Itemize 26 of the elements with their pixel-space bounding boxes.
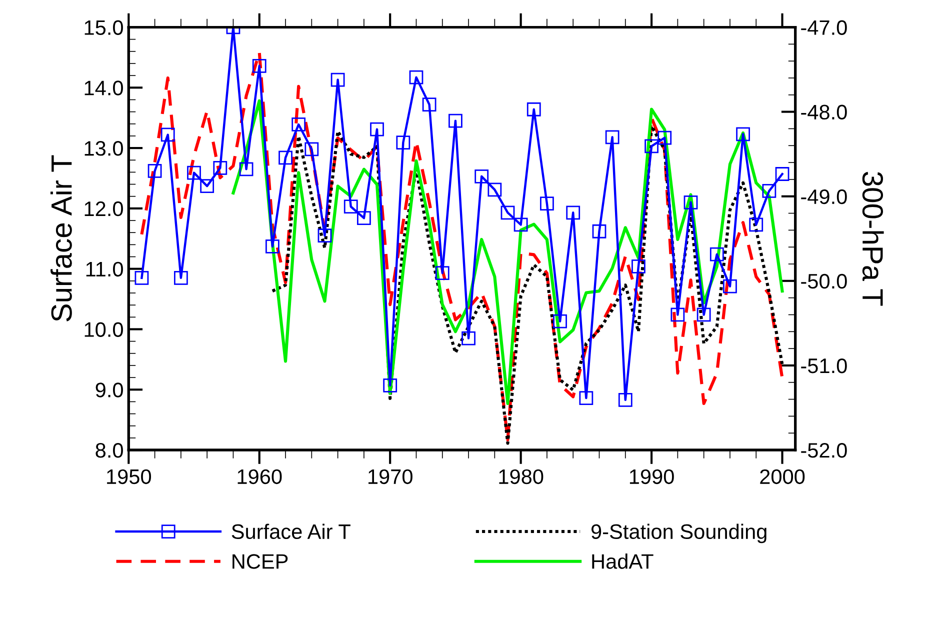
y-tick-label: 14.0 (84, 80, 123, 96)
y2-tick-label: -51.0 (801, 358, 847, 374)
legend-label: 9-Station Sounding (591, 524, 766, 544)
y2-tick-label: -52.0 (801, 443, 847, 458)
y-axis-title: Surface Air T (50, 155, 72, 322)
legend-label: HadAT (592, 554, 654, 569)
y-tick-label: 9.0 (96, 382, 123, 398)
y2-tick-label: -49.0 (801, 189, 847, 204)
y-tick-label: 13.0 (84, 141, 123, 156)
y2-tick-label: -50.0 (801, 274, 847, 289)
y-tick-label: 12.0 (84, 201, 123, 216)
legend-label: NCEP (232, 554, 288, 569)
y-tick-label: 10.0 (84, 322, 123, 337)
x-tick-label: 1960 (238, 469, 282, 484)
y-tick-label: 8.0 (96, 443, 123, 458)
y-tick-label: 15.0 (84, 20, 123, 35)
y2-tick-label: -48.0 (801, 104, 847, 120)
y-tick-label: 11.0 (86, 262, 123, 277)
legend-label: Surface Air T (232, 524, 350, 540)
y2-tick-label: -47.0 (801, 20, 847, 35)
x-tick-label: 1970 (368, 469, 412, 484)
x-tick-label: 1950 (107, 469, 152, 484)
x-tick-label: 2000 (760, 469, 805, 484)
x-tick-label: 1990 (630, 469, 674, 484)
y2-axis-title: 300-hPa T (862, 172, 884, 306)
x-tick-label: 1980 (499, 469, 544, 484)
